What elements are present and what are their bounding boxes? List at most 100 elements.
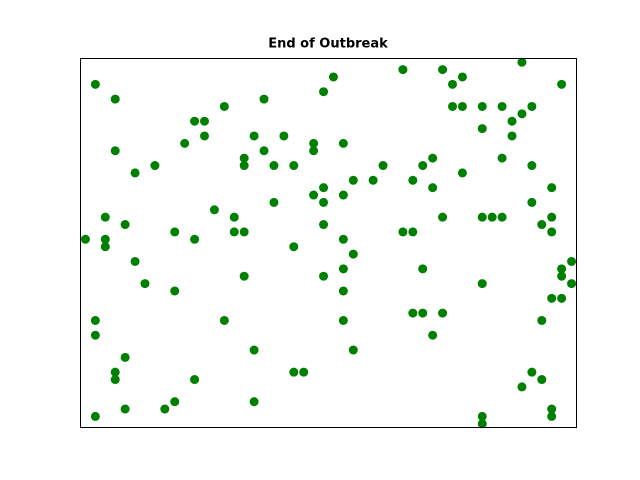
point xyxy=(289,242,299,252)
point xyxy=(477,101,487,111)
point xyxy=(567,279,577,289)
point xyxy=(497,212,507,222)
point xyxy=(338,286,348,296)
point xyxy=(269,161,279,171)
point xyxy=(249,345,259,355)
point xyxy=(90,330,100,340)
point xyxy=(567,256,577,266)
point xyxy=(398,227,408,237)
point xyxy=(319,271,329,281)
point xyxy=(418,308,428,318)
point xyxy=(190,375,200,385)
point xyxy=(120,404,130,414)
point xyxy=(259,146,269,156)
point xyxy=(200,131,209,141)
point xyxy=(477,212,487,222)
point xyxy=(338,190,348,200)
point xyxy=(547,293,557,303)
point xyxy=(338,315,348,325)
point xyxy=(428,330,438,340)
point xyxy=(428,183,438,193)
point xyxy=(338,234,348,244)
point xyxy=(547,411,557,421)
point xyxy=(249,131,259,141)
point xyxy=(209,205,219,215)
point xyxy=(200,116,209,126)
point xyxy=(269,197,279,207)
point xyxy=(239,227,249,237)
point xyxy=(418,161,428,171)
point xyxy=(557,264,567,274)
point xyxy=(190,116,200,126)
point xyxy=(289,367,299,377)
point xyxy=(239,161,249,171)
point xyxy=(457,101,467,111)
point xyxy=(507,131,517,141)
point xyxy=(319,183,329,193)
point xyxy=(507,116,517,126)
point xyxy=(90,79,100,89)
point xyxy=(408,227,418,237)
point xyxy=(448,101,457,111)
point xyxy=(229,227,239,237)
point xyxy=(348,249,358,259)
point xyxy=(130,168,140,178)
point xyxy=(477,279,487,289)
point xyxy=(547,183,557,193)
point xyxy=(547,404,557,414)
point xyxy=(408,308,418,318)
point xyxy=(170,286,180,296)
point xyxy=(438,65,448,75)
point xyxy=(219,315,229,325)
point xyxy=(249,397,259,407)
point xyxy=(348,175,358,185)
point xyxy=(319,197,329,207)
point xyxy=(120,220,130,230)
point xyxy=(348,345,358,355)
point xyxy=(170,397,180,407)
point xyxy=(517,57,527,67)
point xyxy=(130,256,140,266)
point xyxy=(319,87,329,97)
point xyxy=(517,382,527,392)
point xyxy=(547,212,557,222)
point xyxy=(537,375,547,385)
point xyxy=(557,271,567,281)
point xyxy=(150,161,160,171)
point xyxy=(517,109,527,119)
point xyxy=(160,404,170,414)
point xyxy=(537,220,547,230)
point xyxy=(180,138,190,148)
point xyxy=(289,161,299,171)
point xyxy=(239,271,249,281)
point xyxy=(328,72,338,82)
point xyxy=(110,94,120,104)
point xyxy=(428,153,438,163)
point xyxy=(90,315,100,325)
point xyxy=(338,264,348,274)
point xyxy=(527,197,537,207)
point xyxy=(100,212,110,222)
point xyxy=(279,131,289,141)
point xyxy=(100,242,110,252)
point xyxy=(477,124,487,134)
point xyxy=(259,94,269,104)
point xyxy=(100,234,110,244)
point xyxy=(448,79,457,89)
point xyxy=(309,190,319,200)
point xyxy=(477,419,487,429)
point xyxy=(219,101,229,111)
point xyxy=(497,153,507,163)
point xyxy=(170,227,180,237)
point xyxy=(438,212,448,222)
point xyxy=(299,367,309,377)
point xyxy=(120,352,130,362)
point xyxy=(90,411,100,421)
point xyxy=(487,212,497,222)
point xyxy=(547,227,557,237)
point xyxy=(557,79,567,89)
plot-frame xyxy=(80,58,577,428)
point xyxy=(438,308,448,318)
